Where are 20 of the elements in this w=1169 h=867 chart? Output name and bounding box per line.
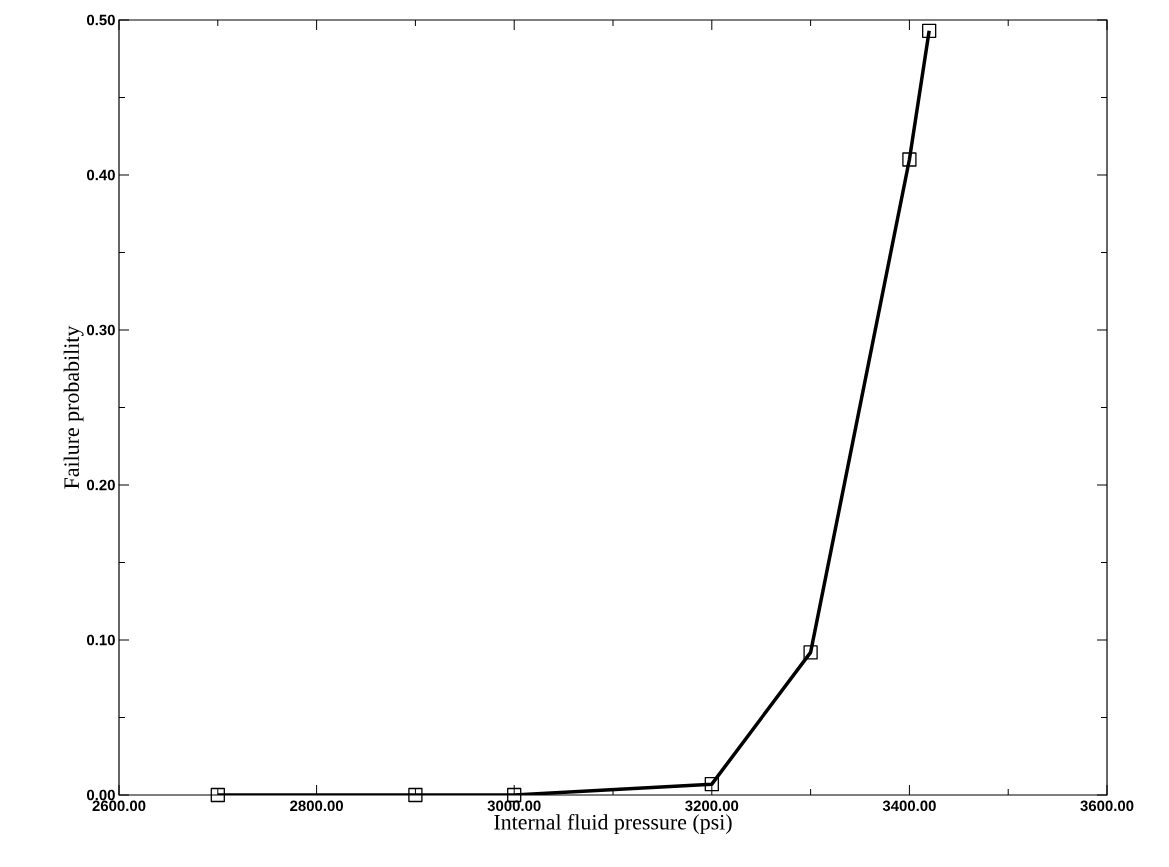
point bbox=[902, 152, 917, 167]
x-tick-label: 3200.00 bbox=[685, 800, 739, 812]
y-tick-label: 0.20 bbox=[86, 479, 115, 491]
point bbox=[210, 787, 225, 803]
point bbox=[408, 787, 423, 803]
y-tick-label: 0.00 bbox=[86, 789, 115, 801]
y-tick-label: 0.40 bbox=[86, 169, 115, 181]
x-tick-label: 3000.00 bbox=[487, 800, 541, 812]
y-tick-label: 0.30 bbox=[86, 324, 115, 336]
point bbox=[922, 23, 937, 38]
y-tick-label: 0.50 bbox=[86, 14, 115, 26]
x-tick-label: 2600.00 bbox=[92, 800, 146, 812]
x-tick-label: 2800.00 bbox=[290, 800, 343, 812]
x-tick-label: 3400.00 bbox=[882, 800, 936, 812]
point bbox=[704, 777, 719, 792]
x-tick-label: 3600.00 bbox=[1080, 800, 1134, 812]
point bbox=[803, 645, 818, 660]
y-tick-label: 0.10 bbox=[86, 634, 115, 646]
x-axis-title: Internal fluid pressure (psi) bbox=[494, 813, 732, 835]
y-axis-title: Failure probability bbox=[63, 325, 84, 489]
